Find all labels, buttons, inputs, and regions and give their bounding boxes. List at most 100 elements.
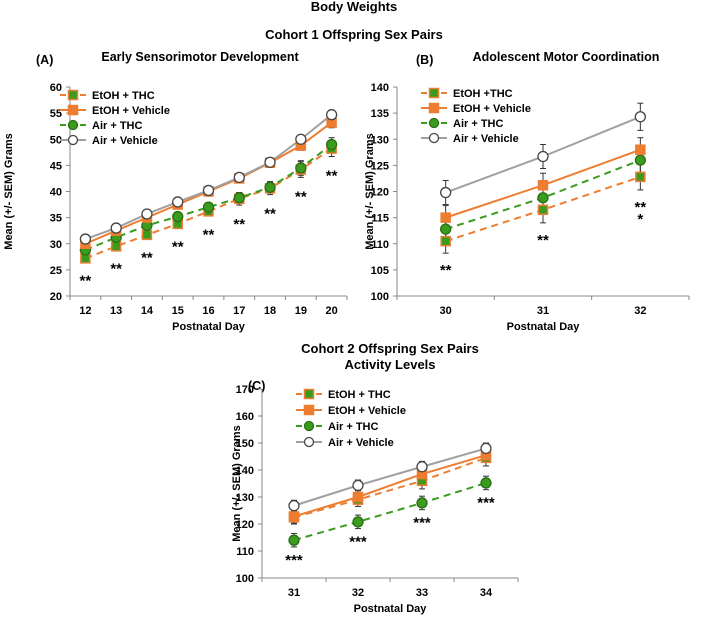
- legend-label-air-vehicle: Air + Vehicle: [92, 135, 158, 147]
- y-tick-label: 160: [236, 411, 254, 423]
- y-tick-label: 150: [236, 438, 254, 450]
- x-tick-label: 13: [110, 305, 122, 317]
- data-point-air-vehicle: [110, 222, 122, 234]
- y-tick-label: 120: [371, 187, 389, 199]
- data-point-air-thc: [172, 210, 184, 223]
- data-point-air-vehicle: [480, 442, 492, 455]
- data-point-air-vehicle: [79, 233, 92, 245]
- data-point-air-vehicle: [141, 208, 153, 220]
- x-axis-label-c: Postnatal Day: [354, 603, 428, 615]
- y-tick-label: 125: [371, 160, 389, 172]
- x-tick-label: 15: [172, 305, 184, 317]
- significance-marker: **: [203, 227, 215, 244]
- data-point-air-thc: [440, 223, 452, 235]
- y-tick-label: 45: [50, 160, 62, 172]
- legend-marker-etoh-thc: [428, 87, 440, 99]
- legend-marker-air-vehicle: [67, 134, 79, 146]
- y-tick-label: 110: [371, 239, 389, 251]
- data-point-air-thc: [288, 534, 300, 546]
- legend-label-air-vehicle: Air + Vehicle: [453, 133, 519, 145]
- data-point-air-vehicle: [264, 156, 276, 168]
- series-line-etoh-thc: [85, 147, 333, 260]
- series-line-air-thc: [293, 482, 487, 542]
- series-line-etoh-thc: [293, 456, 487, 519]
- x-tick-label: 31: [537, 305, 549, 317]
- significance-marker: **: [264, 206, 276, 223]
- panel-b: (B) Adolescent Motor Coordination 100 105 11…: [364, 50, 690, 333]
- data-point-etoh-vehicle: [288, 511, 300, 522]
- data-point-air-vehicle: [634, 111, 646, 123]
- significance-marker: **: [326, 167, 338, 184]
- legend-marker-etoh-thc: [303, 388, 315, 400]
- data-point-air-thc: [202, 201, 215, 213]
- data-point-air-vehicle: [233, 171, 245, 184]
- legend-label-etoh-vehicle: EtOH + Vehicle: [328, 405, 406, 417]
- y-tick-label: 140: [371, 82, 389, 94]
- legend-label-air-thc: Air + THC: [92, 120, 142, 132]
- data-point-air-vehicle: [416, 461, 428, 473]
- y-tick-label: 60: [50, 82, 62, 94]
- x-tick-label: 19: [295, 305, 307, 317]
- legend-marker-air-thc: [67, 119, 79, 131]
- legend-label-etoh-thc: EtOH + THC: [328, 389, 391, 401]
- data-point-air-thc: [480, 477, 492, 489]
- significance-marker: **: [141, 250, 153, 267]
- data-point-etoh-vehicle: [635, 144, 646, 155]
- significance-marker: **: [233, 216, 245, 233]
- y-tick-label: 55: [50, 108, 62, 120]
- significance-marker: **: [440, 262, 452, 279]
- y-tick-label: 25: [50, 265, 62, 277]
- legend-label-etoh-vehicle: EtOH + Vehicle: [92, 105, 170, 117]
- data-point-air-vehicle: [202, 184, 215, 197]
- data-point-air-vehicle: [440, 186, 452, 199]
- panel-label-a: (A): [36, 53, 53, 67]
- legend-label-air-thc: Air + THC: [328, 421, 378, 433]
- x-tick-label: 12: [79, 305, 91, 317]
- legend-marker-air-vehicle: [303, 436, 315, 448]
- x-tick-label: 18: [264, 305, 276, 317]
- x-axis-label-a: Postnatal Day: [172, 321, 246, 333]
- legend-label-air-thc: Air + THC: [453, 118, 503, 130]
- legend-label-air-vehicle: Air + Vehicle: [328, 437, 394, 449]
- x-tick-label: 32: [352, 587, 364, 599]
- x-tick-label: 14: [141, 305, 154, 317]
- y-tick-label: 120: [236, 519, 254, 531]
- legend-label-etoh-thc: EtOH + THC: [92, 90, 155, 102]
- data-point-etoh-thc: [141, 229, 153, 241]
- data-point-air-vehicle: [288, 499, 300, 512]
- y-axis-label-c: Mean (+/- SEM) Grams: [231, 425, 243, 541]
- significance-marker: ***: [477, 495, 495, 512]
- data-point-air-thc: [233, 192, 245, 204]
- y-tick-label: 170: [236, 384, 254, 396]
- data-point-air-vehicle: [325, 109, 338, 121]
- significance-marker: **: [634, 199, 646, 216]
- y-tick-label: 100: [371, 291, 389, 303]
- significance-marker: ***: [413, 515, 431, 532]
- cohort2-title: Cohort 2 Offspring Sex Pairs: [301, 341, 479, 356]
- data-point-air-thc: [537, 192, 549, 204]
- significance-marker: **: [80, 273, 92, 290]
- series-line-air-thc: [85, 143, 333, 251]
- x-tick-label: 34: [480, 587, 493, 599]
- y-tick-label: 115: [371, 213, 389, 225]
- legend-marker-etoh-vehicle: [303, 404, 315, 416]
- y-tick-label: 35: [50, 213, 62, 225]
- figure-title: Body Weights: [311, 0, 397, 14]
- data-point-air-thc: [634, 154, 646, 166]
- series-line-air-vehicle: [85, 113, 333, 240]
- y-tick-label: 100: [236, 573, 254, 585]
- significance-marker: **: [537, 232, 549, 249]
- data-point-etoh-vehicle: [352, 491, 364, 503]
- data-point-etoh-thc: [110, 241, 122, 252]
- panel-a: (A) Early Sensorimotor Development 20 25 30 3…: [3, 50, 348, 333]
- data-point-air-vehicle: [537, 150, 549, 163]
- data-point-air-vehicle: [352, 479, 364, 492]
- significance-marker: ***: [285, 552, 303, 569]
- y-tick-label: 140: [236, 465, 254, 477]
- panel-title-a: Early Sensorimotor Development: [101, 50, 299, 64]
- data-point-air-thc: [352, 516, 364, 528]
- cohort1-title: Cohort 1 Offspring Sex Pairs: [265, 27, 443, 42]
- x-tick-label: 33: [416, 587, 428, 599]
